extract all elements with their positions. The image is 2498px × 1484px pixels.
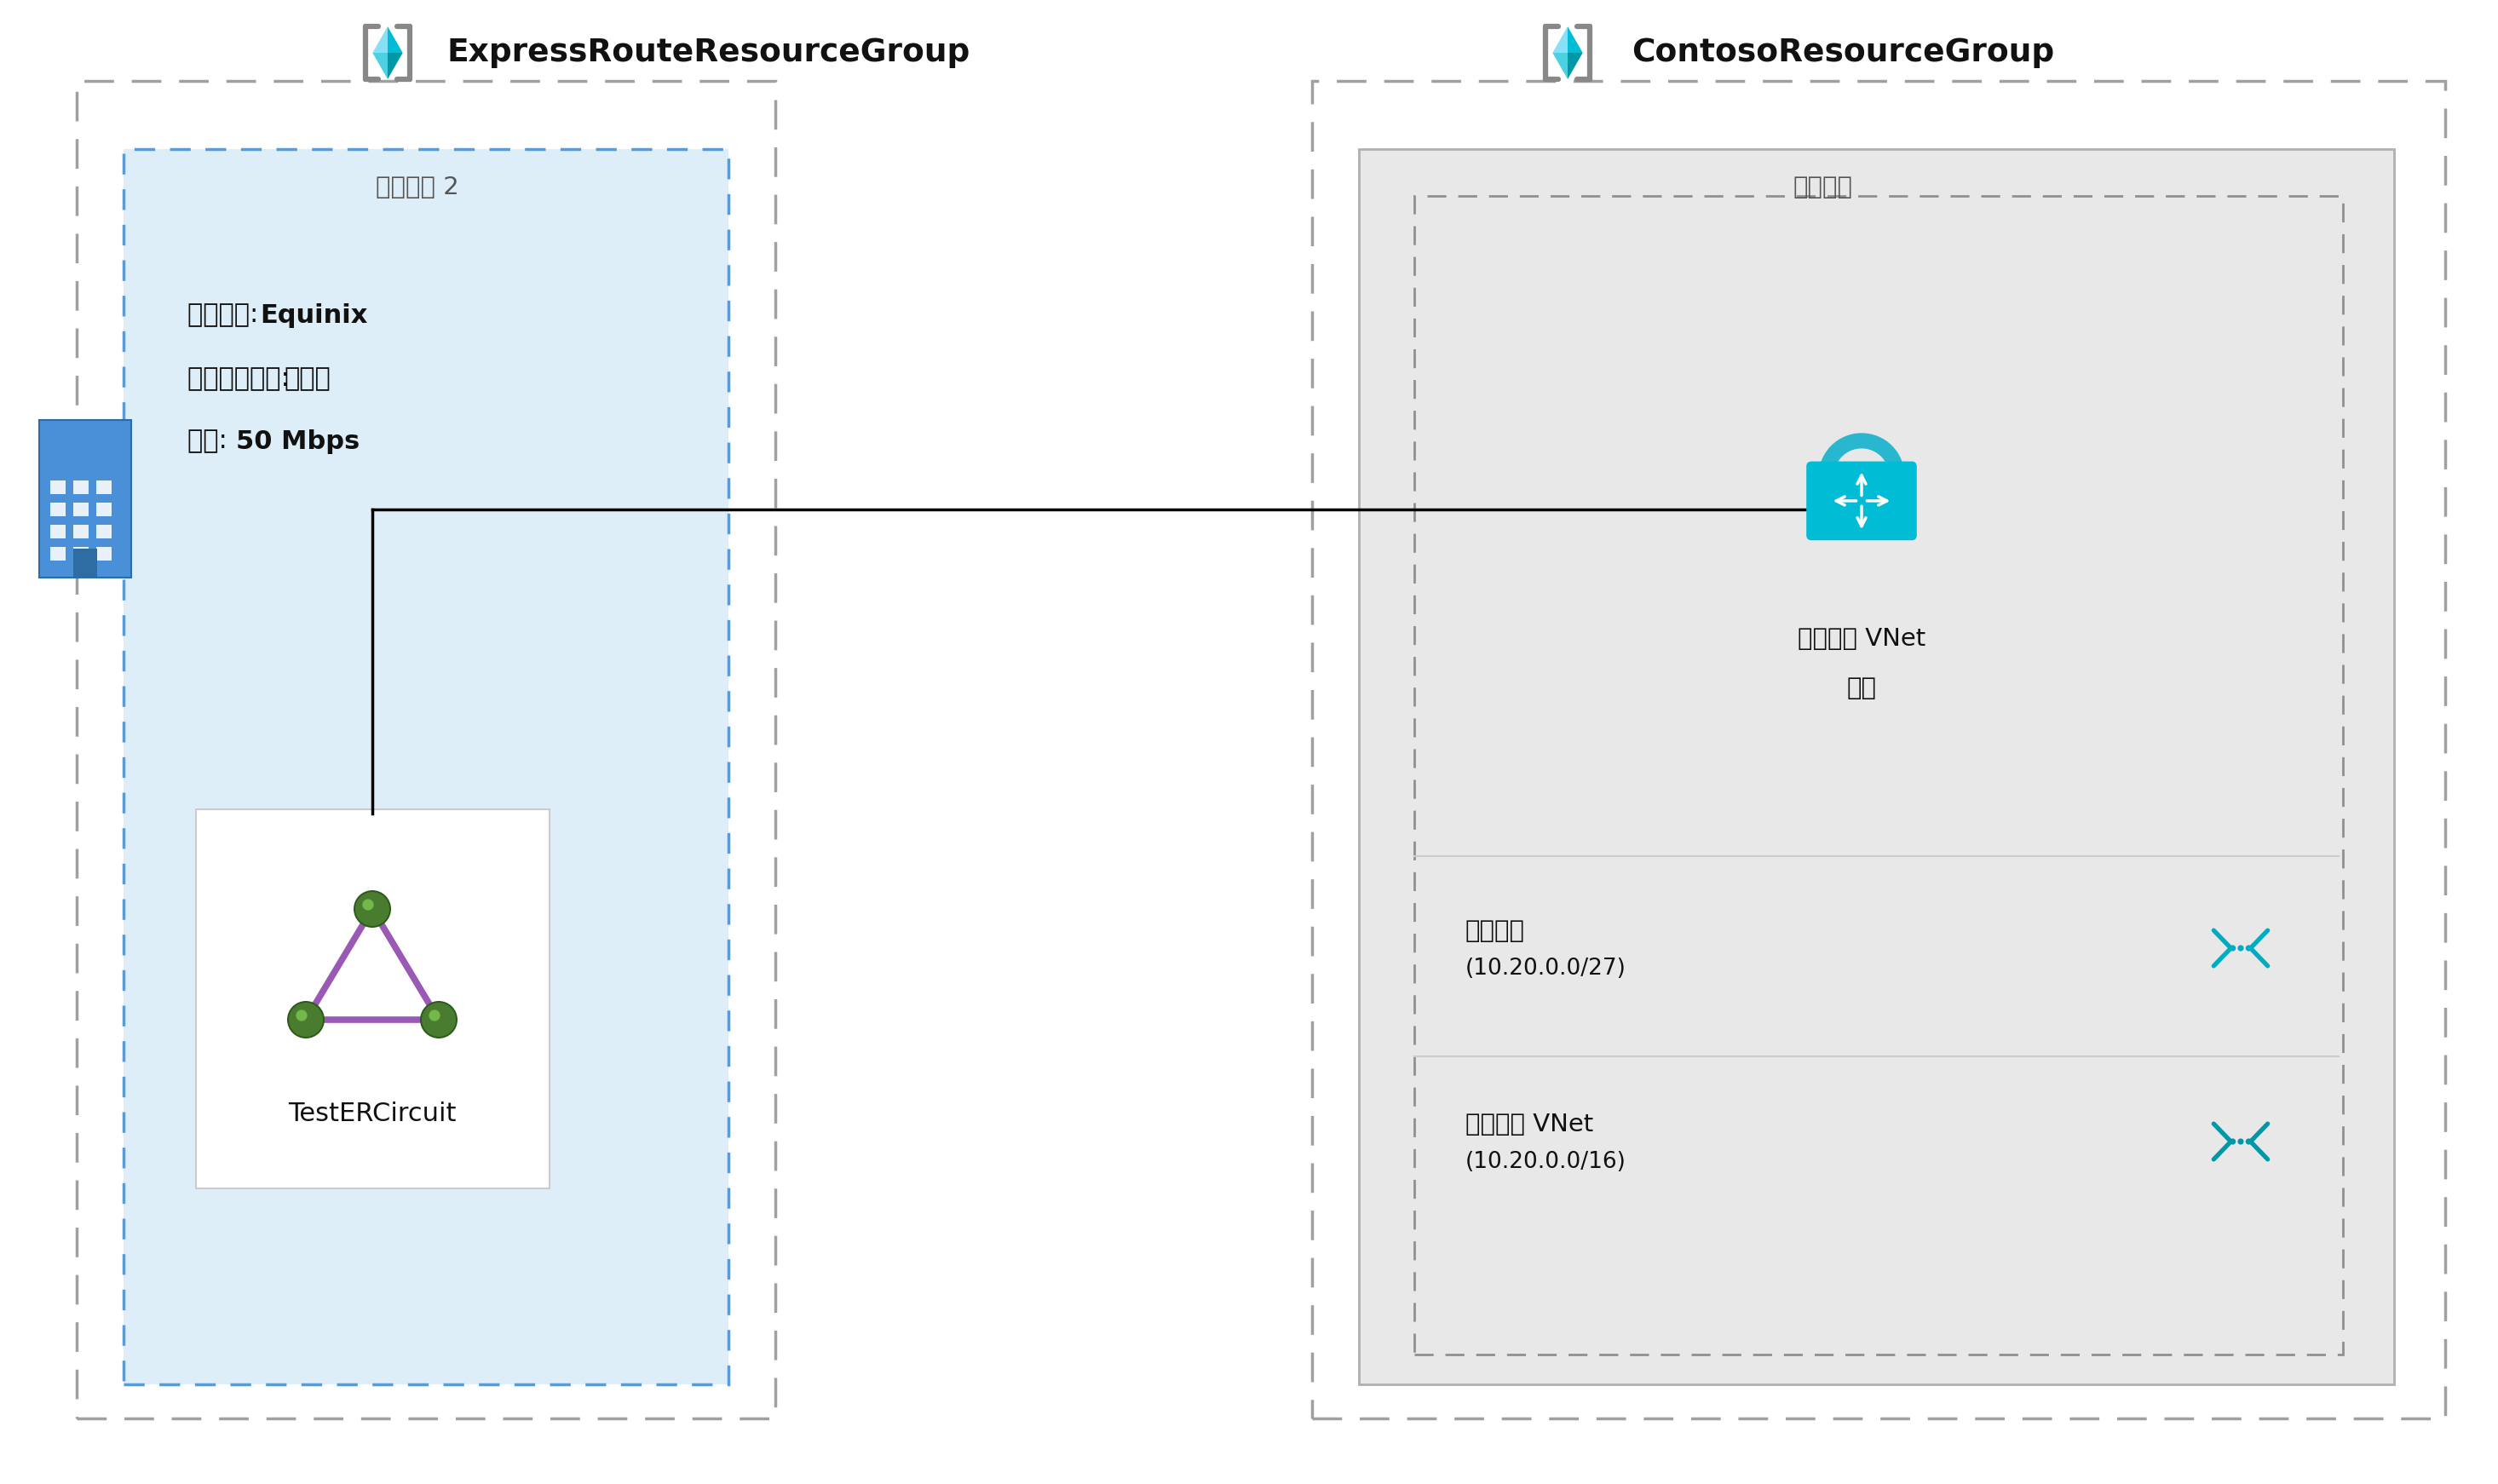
Bar <box>1414 196 2343 1355</box>
Circle shape <box>290 1003 322 1037</box>
Text: ExpressRouteResourceGroup: ExpressRouteResourceGroup <box>447 37 972 68</box>
Circle shape <box>2238 1138 2243 1144</box>
Circle shape <box>2238 945 2243 951</box>
Bar <box>50 546 65 559</box>
Bar <box>72 548 97 577</box>
Bar <box>72 546 87 559</box>
Text: 50 Mbps: 50 Mbps <box>235 429 360 454</box>
Bar <box>97 546 112 559</box>
Text: 对等互连位置:: 对等互连位置: <box>187 367 297 392</box>
Circle shape <box>422 1003 455 1037</box>
Circle shape <box>2246 945 2251 951</box>
Polygon shape <box>1569 27 1584 53</box>
Bar <box>72 479 87 494</box>
Text: Equinix: Equinix <box>260 303 367 328</box>
Text: 核心服务 VNet: 核心服务 VNet <box>1466 1113 1594 1137</box>
Circle shape <box>430 1009 440 1021</box>
Polygon shape <box>1554 53 1569 79</box>
Bar <box>1359 148 2393 1385</box>
Circle shape <box>2231 1138 2236 1144</box>
Bar <box>122 148 729 1385</box>
Bar <box>97 524 112 539</box>
Text: 西雅图: 西雅图 <box>285 367 330 392</box>
Circle shape <box>2246 1138 2251 1144</box>
Bar <box>195 809 550 1189</box>
Text: (10.20.0.0/27): (10.20.0.0/27) <box>1466 957 1626 979</box>
Polygon shape <box>387 27 402 53</box>
Bar <box>50 524 65 539</box>
Bar <box>72 524 87 539</box>
Bar <box>97 502 112 516</box>
Text: 核心服务 VNet: 核心服务 VNet <box>1799 628 1926 651</box>
Circle shape <box>420 1002 457 1039</box>
Circle shape <box>287 1002 325 1039</box>
Text: (10.20.0.0/16): (10.20.0.0/16) <box>1466 1152 1626 1172</box>
Bar <box>97 479 112 494</box>
Circle shape <box>2231 945 2236 951</box>
Text: TestERCircuit: TestERCircuit <box>287 1103 457 1126</box>
Text: 带宽:: 带宽: <box>187 429 235 454</box>
Text: 网关: 网关 <box>1846 677 1876 700</box>
Text: ContosoResourceGroup: ContosoResourceGroup <box>1631 37 2053 68</box>
Bar <box>77 82 774 1419</box>
Polygon shape <box>387 53 402 79</box>
FancyBboxPatch shape <box>1806 462 1916 540</box>
Bar <box>50 502 65 516</box>
Text: 提供程序:: 提供程序: <box>187 303 267 328</box>
Polygon shape <box>372 27 387 53</box>
Circle shape <box>355 890 392 928</box>
Circle shape <box>355 892 390 926</box>
Bar <box>122 148 729 1385</box>
Bar <box>1311 82 2446 1419</box>
Circle shape <box>295 1009 307 1021</box>
Polygon shape <box>372 53 387 79</box>
Text: 美国东部 2: 美国东部 2 <box>375 175 460 199</box>
Bar <box>40 420 132 577</box>
Bar <box>50 479 65 494</box>
Polygon shape <box>1569 53 1584 79</box>
Text: 网关子网: 网关子网 <box>1466 919 1526 942</box>
Circle shape <box>362 899 375 910</box>
Polygon shape <box>1554 27 1569 53</box>
Text: 美国东部: 美国东部 <box>1794 175 1854 199</box>
Bar <box>72 502 87 516</box>
